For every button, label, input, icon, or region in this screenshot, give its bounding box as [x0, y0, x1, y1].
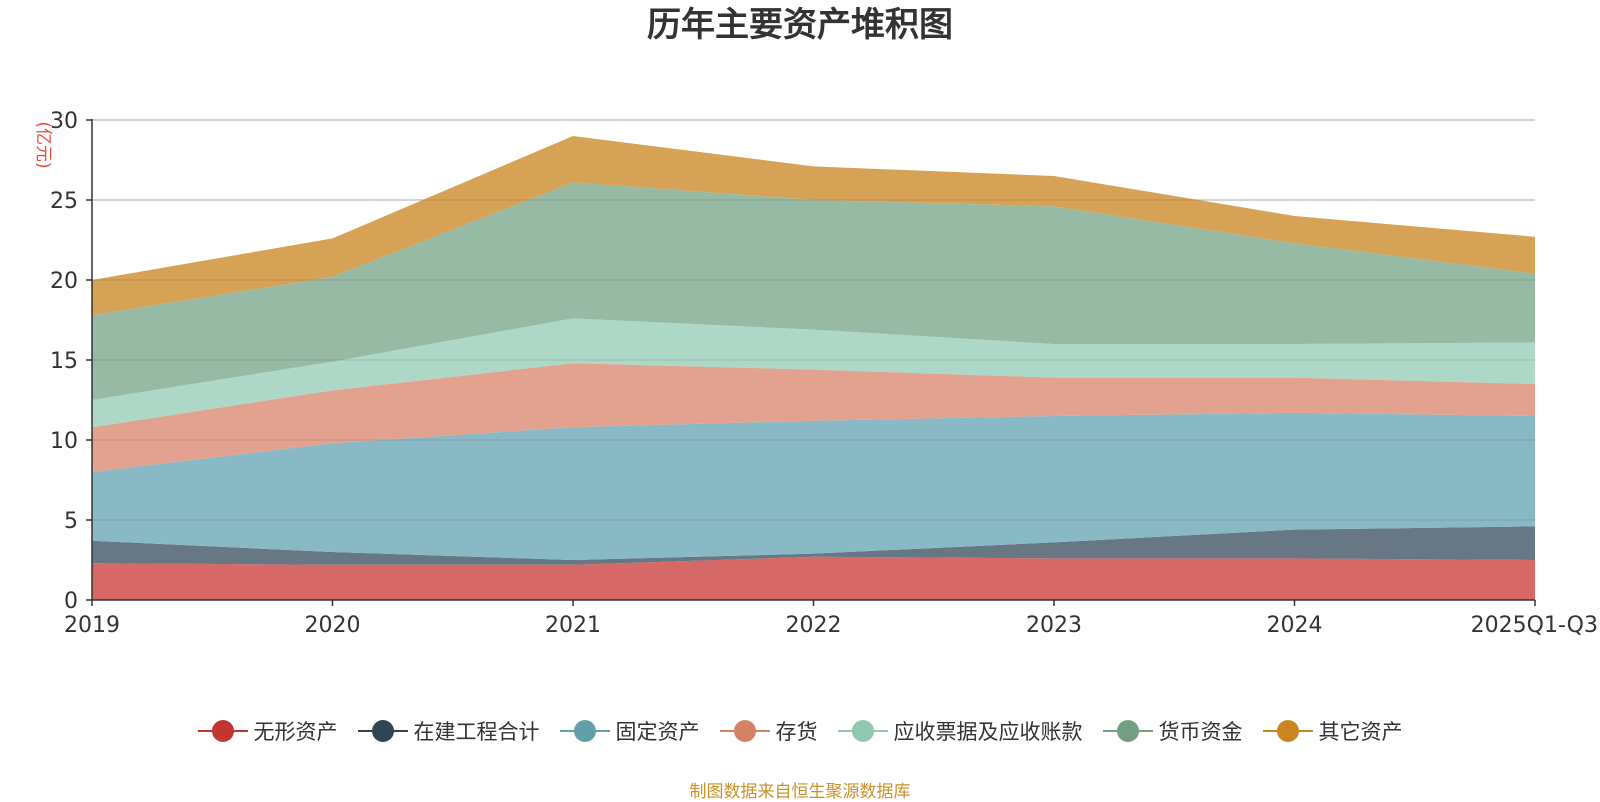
legend-marker-icon [559, 718, 610, 744]
legend-item[interactable]: 存货 [719, 716, 818, 746]
legend-item[interactable]: 在建工程合计 [357, 716, 540, 746]
legend-marker-icon [197, 718, 248, 744]
y-tick-label: 5 [64, 509, 78, 534]
area-series-2 [92, 412, 1535, 560]
legend-marker-icon [719, 718, 770, 744]
legend-marker-icon [357, 718, 408, 744]
legend-marker-icon [1102, 718, 1153, 744]
legend-item[interactable]: 应收票据及应收账款 [837, 716, 1083, 746]
y-tick-label: 0 [64, 589, 78, 614]
legend-label: 固定资产 [615, 720, 700, 744]
y-tick-label: 10 [50, 429, 78, 454]
legend: 无形资产 在建工程合计 固定资产 存货 应收票据及应收账款 货币资金 其它资产 [0, 716, 1600, 746]
x-tick-label: 2025Q1-Q3 [1471, 613, 1598, 638]
legend-item[interactable]: 固定资产 [559, 716, 700, 746]
x-tick-label: 2024 [1267, 613, 1323, 638]
y-tick-label: 15 [50, 349, 78, 374]
x-tick-label: 2022 [786, 613, 842, 638]
y-tick-label: 20 [50, 269, 78, 294]
y-tick-label: 25 [50, 189, 78, 214]
area-series-0 [92, 556, 1535, 600]
legend-label: 存货 [775, 720, 818, 744]
chart-title: 历年主要资产堆积图 [647, 5, 953, 45]
legend-item[interactable]: 货币资金 [1102, 716, 1243, 746]
area-series-5 [92, 182, 1535, 400]
x-tick-label: 2020 [305, 613, 361, 638]
y-tick-label: 30 [50, 109, 78, 134]
x-tick-label: 2023 [1026, 613, 1082, 638]
legend-label: 在建工程合计 [413, 720, 540, 744]
legend-label: 其它资产 [1318, 720, 1403, 744]
legend-marker-icon [837, 718, 888, 744]
data-source-note: 制图数据来自恒生聚源数据库 [689, 782, 911, 802]
area-series-3 [92, 363, 1535, 472]
legend-item[interactable]: 无形资产 [197, 716, 338, 746]
legend-marker-icon [1262, 718, 1313, 744]
y-axis-unit-label: (亿元) [33, 121, 53, 168]
legend-label: 货币资金 [1158, 720, 1243, 744]
area-series-4 [92, 318, 1535, 428]
x-tick-label: 2021 [545, 613, 601, 638]
x-tick-label: 2019 [64, 613, 120, 638]
stacked-area-chart: 历年主要资产堆积图 0 5 10 15 20 25 30 2019 2020 2021 2022 202… [33, 5, 1598, 638]
area-series-6 [92, 136, 1535, 316]
legend-label: 无形资产 [253, 720, 338, 744]
legend-item[interactable]: 其它资产 [1262, 716, 1403, 746]
legend-label: 应收票据及应收账款 [893, 720, 1083, 744]
